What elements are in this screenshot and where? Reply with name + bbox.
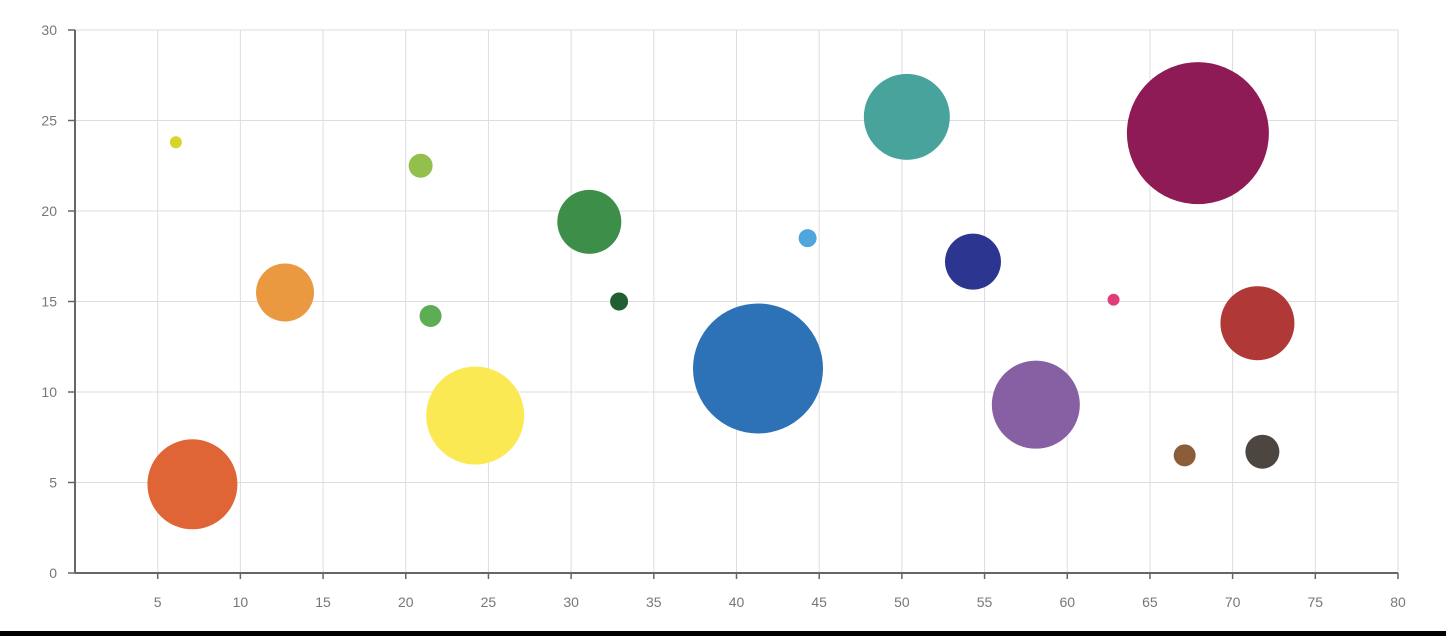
- bubble-5: [419, 304, 442, 327]
- x-tick-label: 70: [1225, 594, 1241, 610]
- y-tick-label: 30: [41, 22, 57, 38]
- bubble-8: [610, 292, 629, 311]
- bubble-13: [991, 360, 1080, 449]
- bubble-14: [1107, 293, 1120, 306]
- y-tick-label: 20: [41, 203, 57, 219]
- bubble-2: [147, 439, 238, 530]
- x-tick-label: 60: [1059, 594, 1075, 610]
- x-tick-label: 40: [729, 594, 745, 610]
- y-tick-label: 0: [49, 565, 57, 581]
- x-tick-label: 20: [398, 594, 414, 610]
- bubble-12: [944, 233, 1001, 290]
- bubble-6: [426, 366, 525, 465]
- x-tick-label: 35: [646, 594, 662, 610]
- bubble-1: [169, 136, 182, 149]
- bubble-11: [863, 73, 950, 160]
- y-tick-label: 15: [41, 294, 57, 310]
- y-tick-label: 5: [49, 475, 57, 491]
- y-tick-label: 10: [41, 384, 57, 400]
- bubble-17: [1220, 286, 1295, 361]
- x-tick-label: 5: [154, 594, 162, 610]
- bubble-4: [408, 153, 433, 178]
- x-tick-label: 80: [1390, 594, 1406, 610]
- x-tick-label: 65: [1142, 594, 1158, 610]
- bubble-15: [1173, 444, 1196, 467]
- x-tick-label: 15: [315, 594, 331, 610]
- bubble-18: [1245, 434, 1280, 469]
- x-tick-label: 25: [481, 594, 497, 610]
- x-tick-label: 55: [977, 594, 993, 610]
- bubble-3: [256, 263, 315, 322]
- x-tick-label: 50: [894, 594, 910, 610]
- x-tick-label: 45: [811, 594, 827, 610]
- bubble-10: [798, 229, 817, 248]
- x-tick-label: 75: [1308, 594, 1324, 610]
- x-tick-label: 10: [233, 594, 249, 610]
- bubble-16: [1126, 62, 1269, 205]
- y-tick-label: 25: [41, 113, 57, 129]
- bottom-border: [0, 631, 1446, 636]
- bubble-9: [692, 303, 823, 434]
- x-tick-label: 30: [563, 594, 579, 610]
- bubble-7: [557, 189, 622, 254]
